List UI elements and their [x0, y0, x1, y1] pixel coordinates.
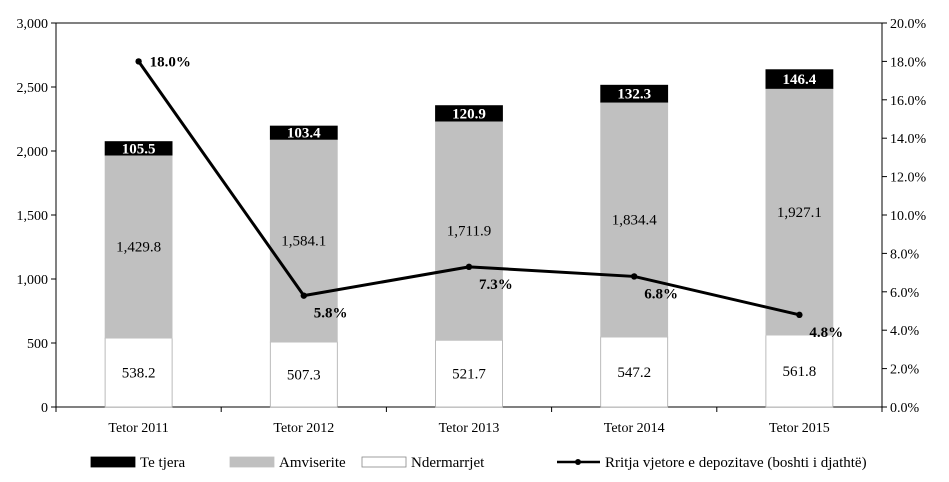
growth-value-label: 6.8% — [644, 286, 678, 302]
x-tick-label: Tetor 2012 — [273, 421, 334, 436]
bar-value-label: 521.7 — [452, 367, 486, 383]
left-tick-label: 2,500 — [17, 81, 49, 96]
bar-value-label: 507.3 — [287, 368, 321, 384]
bar-value-label: 1,584.1 — [281, 234, 326, 250]
growth-value-label: 5.8% — [314, 306, 348, 322]
bar-segment — [600, 336, 669, 408]
growth-value-label: 7.3% — [479, 277, 513, 293]
right-tick-label: 4.0% — [890, 324, 920, 339]
x-tick-label: Tetor 2011 — [108, 421, 168, 436]
bar-value-label: 105.5 — [122, 141, 156, 157]
legend-label: Ndermarrjet — [411, 455, 485, 471]
growth-point — [796, 311, 803, 319]
left-tick-label: 1,500 — [17, 209, 49, 224]
bar-segment — [269, 125, 338, 140]
growth-point — [465, 263, 473, 271]
bar-segment — [435, 120, 503, 341]
bar-segment — [104, 337, 173, 408]
bar-value-label: 561.8 — [783, 364, 817, 380]
left-tick-label: 3,000 — [17, 17, 49, 32]
growth-point — [300, 292, 307, 299]
bar-value-label: 146.4 — [783, 72, 817, 88]
right-tick-label: 0.0% — [890, 401, 920, 416]
legend-swatch — [90, 456, 136, 468]
right-tick-label: 6.0% — [890, 286, 920, 301]
x-axis: Tetor 2011 Tetor 2012 Tetor 2013 Tetor 2014… — [55, 407, 883, 436]
right-tick-label: 12.0% — [890, 171, 927, 186]
bar-segment — [600, 84, 669, 103]
bar-value-label: 132.3 — [617, 87, 651, 103]
legend-swatch — [229, 456, 275, 468]
bar-value-label: 120.9 — [452, 106, 486, 122]
growth-line: 18.0% 5.8% 7.3% 6.8% 4.8% — [135, 54, 843, 341]
right-tick-label: 10.0% — [890, 209, 927, 224]
legend-label: Rritja vjetore e depozitave (boshti i dj… — [605, 455, 867, 471]
bar-segment — [600, 101, 669, 338]
bar-segment — [435, 339, 503, 408]
bar-value-label: 1,927.1 — [777, 205, 822, 221]
x-tick-label: Tetor 2015 — [769, 421, 830, 436]
bar-value-label: 538.2 — [122, 366, 156, 382]
growth-value-label: 4.8% — [809, 325, 843, 341]
bar-segment — [765, 69, 834, 89]
left-tick-label: 0 — [41, 401, 48, 416]
bar-value-label: 1,834.4 — [612, 213, 658, 229]
left-tick-label: 500 — [27, 337, 48, 352]
right-tick-label: 16.0% — [890, 94, 927, 109]
left-tick-label: 1,000 — [17, 273, 49, 288]
bar-segment — [269, 341, 338, 408]
bar-value-label: 1,711.9 — [447, 224, 491, 240]
bar-value-label: 103.4 — [287, 126, 321, 142]
legend-label: Te tjera — [140, 455, 186, 471]
right-tick-label: 14.0% — [890, 132, 927, 147]
legend-label: Amviserite — [279, 455, 346, 471]
legend-line-marker — [575, 459, 581, 465]
legend: Te tjera Amviserite Ndermarrjet Rritja vjet… — [90, 455, 867, 471]
bar-segment — [765, 88, 834, 336]
segment-labels: 538.2 1,429.8 105.5 507.3 1,584.1 103.4 521.7 1… — [116, 72, 822, 383]
growth-point — [135, 58, 142, 65]
bar-segment — [104, 154, 173, 339]
right-tick-label: 8.0% — [890, 247, 920, 262]
x-tick-label: Tetor 2014 — [604, 421, 665, 436]
right-tick-label: 18.0% — [890, 55, 927, 70]
right-y-axis: 0.0% 2.0% 4.0% 6.0% 8.0% 10.0% 12.0% 14.0% 16.0%… — [882, 17, 927, 416]
bar-value-label: 1,429.8 — [116, 240, 161, 256]
growth-value-label: 18.0% — [150, 54, 191, 70]
bar-segment — [765, 334, 834, 408]
stacked-bars — [104, 69, 834, 408]
bar-segment — [104, 141, 173, 156]
x-tick-label: Tetor 2013 — [439, 421, 500, 436]
bar-segment — [435, 105, 503, 122]
legend-swatch — [361, 456, 407, 468]
left-tick-label: 2,000 — [17, 145, 49, 160]
right-tick-label: 20.0% — [890, 17, 927, 32]
growth-point — [631, 273, 638, 280]
bar-value-label: 547.2 — [617, 365, 651, 381]
right-tick-label: 2.0% — [890, 363, 920, 378]
bar-segment — [269, 138, 338, 343]
left-y-axis: 0 500 1,000 1,500 2,000 2,500 3,000 — [17, 17, 56, 416]
